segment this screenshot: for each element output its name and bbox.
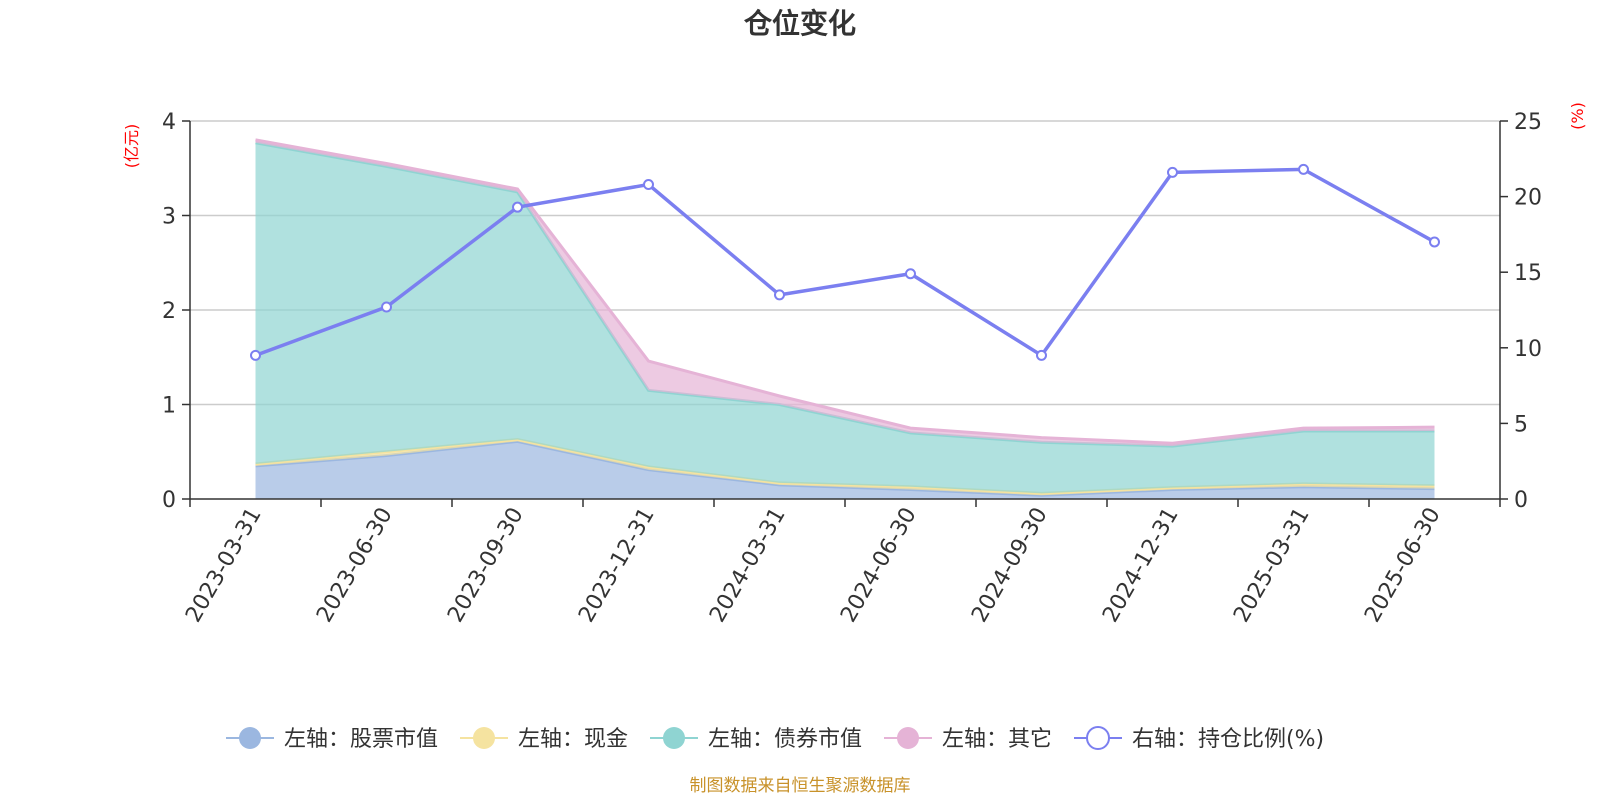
ratio-point (381, 301, 392, 313)
right-tick-label: 5 (1514, 412, 1528, 437)
legend-marker (473, 727, 495, 749)
x-tick-label: 2024-06-30 (836, 504, 922, 627)
right-tick-label: 15 (1514, 261, 1542, 286)
legend-marker (1086, 726, 1110, 750)
ratio-point (905, 268, 916, 280)
ratio-point (1429, 236, 1440, 248)
left-tick-label: 4 (162, 110, 176, 135)
stacked-areas (255, 138, 1435, 499)
right-tick-label: 10 (1514, 337, 1542, 362)
source-note: 制图数据来自恒生聚源数据库 (690, 776, 911, 796)
ratio-point (1036, 349, 1047, 361)
ratio-point (1298, 163, 1309, 175)
x-tick-label: 2023-03-31 (181, 504, 267, 627)
ratio-point (250, 349, 261, 361)
position-ratio-line (250, 163, 1440, 361)
ratio-point (774, 289, 785, 301)
legend-label: 左轴：股票市值 (284, 727, 438, 752)
x-tick-label: 2023-09-30 (443, 504, 529, 627)
legend: 左轴：股票市值 左轴：现金 左轴：债券市值 左轴：其它 右轴：持仓比例(%) (226, 726, 1324, 752)
ratio-point (1167, 166, 1178, 178)
legend-label: 左轴：现金 (518, 727, 628, 752)
area-3 (255, 142, 1435, 494)
legend-label: 左轴：债券市值 (708, 727, 862, 752)
legend-marker (663, 727, 685, 749)
x-tick-label: 2023-06-30 (312, 504, 398, 627)
area-edge-4 (255, 138, 1435, 445)
x-tick-label: 2025-06-30 (1360, 504, 1446, 627)
x-tick-label: 2025-03-31 (1229, 504, 1315, 627)
ratio-point (643, 179, 654, 191)
legend-label: 右轴：持仓比例(%) (1132, 727, 1324, 752)
x-tick-label: 2024-09-30 (967, 504, 1053, 627)
ratio-line (254, 167, 1436, 358)
legend-label: 左轴：其它 (942, 727, 1052, 752)
left-axis-unit: (亿元) (122, 124, 141, 169)
x-tick-label: 2023-12-31 (574, 504, 660, 627)
right-tick-label: 20 (1514, 186, 1542, 211)
legend-marker (897, 727, 919, 749)
left-tick-label: 1 (162, 394, 176, 419)
ratio-point (512, 201, 523, 213)
legend-marker (239, 727, 261, 749)
left-tick-label: 2 (162, 299, 176, 324)
area-1 (255, 441, 1435, 499)
left-tick-label: 0 (162, 488, 176, 513)
left-tick-label: 3 (162, 205, 176, 230)
x-tick-label: 2024-03-31 (705, 504, 791, 627)
right-tick-label: 0 (1514, 488, 1528, 513)
chart-title: 仓位变化 (744, 7, 856, 40)
x-tick-label: 2024-12-31 (1098, 504, 1184, 627)
right-tick-label: 25 (1514, 110, 1542, 135)
right-axis-unit: (%) (1568, 102, 1587, 130)
